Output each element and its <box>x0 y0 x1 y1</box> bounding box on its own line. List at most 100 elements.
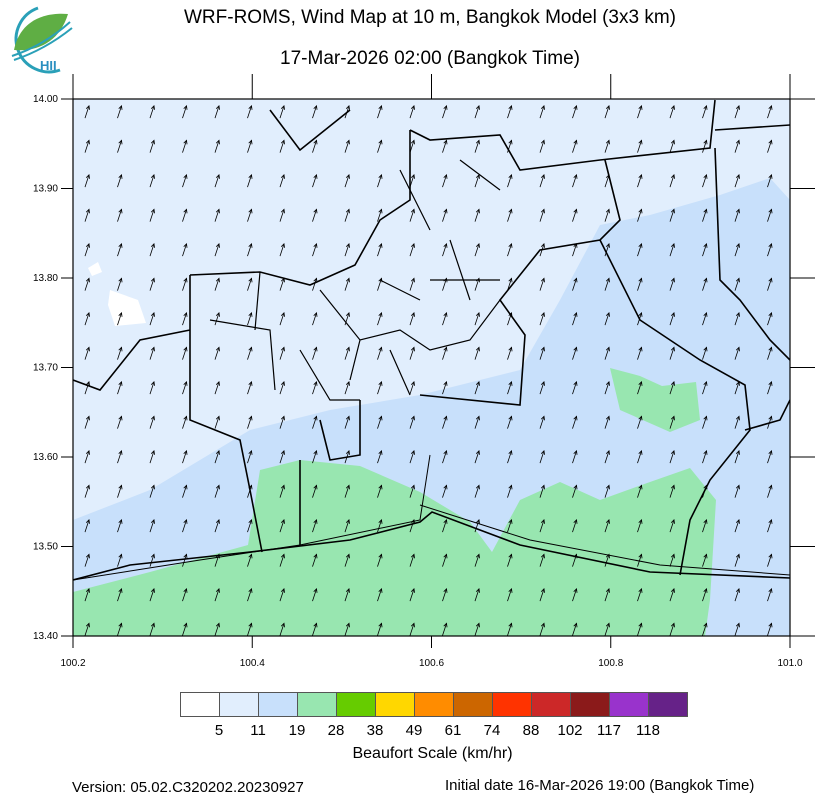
wind-arrow <box>344 415 350 429</box>
wind-arrow <box>474 484 480 498</box>
wind-arrow <box>279 518 285 533</box>
legend-level-label: 88 <box>522 722 540 739</box>
wind-arrow <box>247 208 253 222</box>
wind-arrow <box>84 449 90 464</box>
wind-arrow <box>507 346 513 360</box>
wind-arrow <box>182 587 188 602</box>
wind-arrow <box>247 449 253 464</box>
wind-arrow <box>669 346 675 360</box>
wind-arrow <box>702 311 708 326</box>
wind-arrow <box>539 587 545 602</box>
wind-arrow <box>442 208 448 222</box>
wind-arrow <box>149 415 155 429</box>
wind-arrow <box>377 104 383 119</box>
wind-arrow <box>247 104 253 119</box>
wind-arrow <box>637 311 643 326</box>
wind-arrow <box>572 484 578 498</box>
wind-arrow <box>669 277 675 291</box>
wind-arrow <box>507 380 513 395</box>
wind-arrow <box>409 311 415 326</box>
wind-arrow <box>377 622 383 636</box>
wind-arrow <box>507 311 513 326</box>
wind-arrow <box>702 346 708 360</box>
wind-arrow <box>637 104 643 119</box>
wind-arrow <box>734 587 740 602</box>
wind-arrow <box>182 484 188 498</box>
wind-arrow <box>214 104 220 119</box>
wind-arrow <box>149 380 155 395</box>
wind-arrow <box>572 173 578 188</box>
wind-arrow <box>377 139 383 153</box>
wind-arrow <box>247 484 253 498</box>
province-boundaries <box>73 99 790 581</box>
wind-arrow <box>572 311 578 326</box>
wind-arrow <box>279 587 285 602</box>
field-white-patch <box>88 262 102 276</box>
wind-arrow <box>539 380 545 395</box>
wind-arrow <box>149 277 155 291</box>
wind-arrow <box>507 104 513 119</box>
wind-arrow <box>214 587 220 602</box>
wind-arrow <box>312 587 318 602</box>
wind-arrow <box>669 208 675 222</box>
wind-arrow <box>604 346 610 360</box>
legend-swatch <box>376 693 415 716</box>
wind-arrow <box>637 587 643 602</box>
wind-arrow <box>149 484 155 498</box>
wind-arrow <box>474 311 480 326</box>
wind-arrow <box>734 346 740 360</box>
wind-arrow <box>214 622 220 636</box>
legend-level-label: 49 <box>405 722 423 739</box>
wind-arrow <box>474 449 480 464</box>
wind-arrow <box>702 208 708 222</box>
field-green <box>610 368 700 432</box>
wind-arrow <box>214 380 220 395</box>
wind-arrow <box>312 242 318 257</box>
y-tick-label: 13.70 <box>33 363 58 374</box>
wind-arrow <box>149 553 155 567</box>
y-tick-label: 13.40 <box>33 631 58 642</box>
wind-arrow <box>214 208 220 222</box>
wind-arrow <box>702 242 708 257</box>
wind-arrow <box>279 622 285 636</box>
wind-arrow <box>214 449 220 464</box>
beaufort-legend <box>180 692 688 717</box>
wind-arrow <box>149 139 155 153</box>
wind-arrow <box>572 346 578 360</box>
wind-arrow <box>637 622 643 636</box>
wind-arrow <box>214 484 220 498</box>
wind-arrow <box>507 587 513 602</box>
wind-arrow <box>702 139 708 153</box>
wind-arrow <box>279 449 285 464</box>
wind-arrow <box>507 208 513 222</box>
wind-arrow <box>377 587 383 602</box>
legend-swatch <box>259 693 298 716</box>
legend-swatch <box>220 693 259 716</box>
wind-arrow <box>377 518 383 533</box>
wind-arrow <box>344 518 350 533</box>
wind-arrow <box>84 311 90 326</box>
wind-arrow <box>344 553 350 567</box>
wind-arrow <box>247 553 253 567</box>
wind-arrow <box>539 553 545 567</box>
wind-arrow <box>474 173 480 188</box>
wind-arrow <box>409 622 415 636</box>
wind-arrow <box>84 139 90 153</box>
wind-arrow <box>637 553 643 567</box>
wind-arrow <box>604 415 610 429</box>
wind-map: HII 100.2 100.4 100.6 100.8 101.0 14.00 13.90 1… <box>11 6 815 669</box>
wind-arrow <box>734 277 740 291</box>
wind-arrow <box>572 380 578 395</box>
wind-arrow <box>117 449 123 464</box>
wind-arrow <box>539 208 545 222</box>
wind-arrow <box>604 518 610 533</box>
wind-arrow <box>247 622 253 636</box>
wind-arrow <box>604 173 610 188</box>
wind-arrow <box>507 242 513 257</box>
wind-arrow <box>344 242 350 257</box>
wind-arrow <box>604 553 610 567</box>
wind-arrow <box>247 587 253 602</box>
wind-arrow <box>182 346 188 360</box>
wind-arrow <box>117 208 123 222</box>
wind-arrow <box>344 139 350 153</box>
